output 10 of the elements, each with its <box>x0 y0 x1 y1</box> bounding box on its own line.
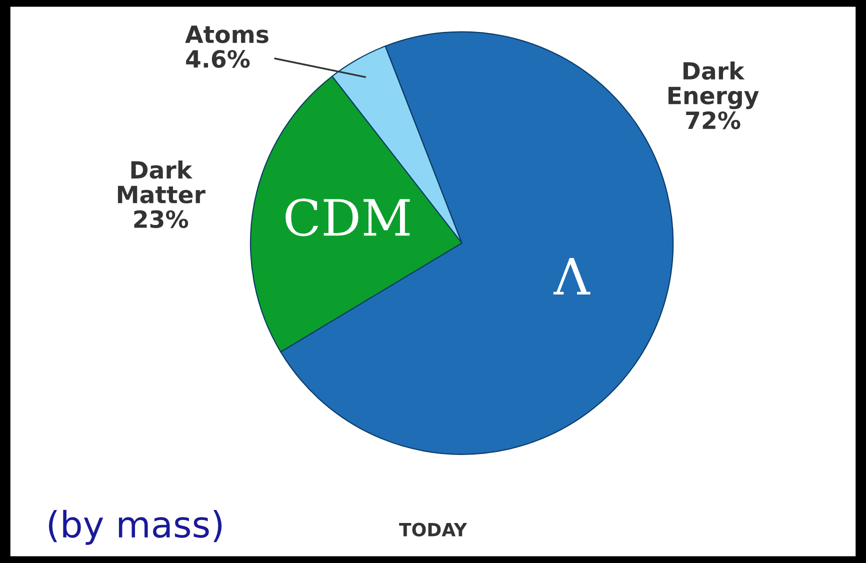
text: (by mass) <box>48 510 222 545</box>
text: TODAY <box>399 522 468 536</box>
text: Λ <box>553 258 590 294</box>
slice-label: Dark Energy <box>668 61 759 110</box>
slice-label: Dark Matter <box>118 160 206 204</box>
slice-label: Atoms <box>185 26 268 44</box>
data-label: 72% <box>686 111 740 130</box>
data-label: 4.6% <box>186 50 250 68</box>
text: CDM <box>286 198 410 236</box>
data-label: 23% <box>134 210 188 228</box>
